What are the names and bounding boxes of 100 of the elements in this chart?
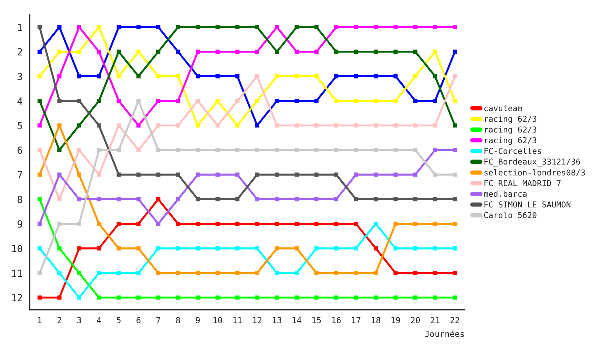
legend-label: selection-londres08/3 xyxy=(484,170,586,176)
point xyxy=(196,172,200,177)
point xyxy=(394,74,398,79)
point xyxy=(236,74,240,79)
point xyxy=(58,222,62,226)
point xyxy=(275,148,280,152)
point xyxy=(294,296,300,300)
point xyxy=(413,74,418,79)
point xyxy=(413,197,418,202)
point xyxy=(275,25,280,30)
point xyxy=(236,148,240,152)
point xyxy=(314,25,319,30)
point xyxy=(255,25,260,30)
point xyxy=(453,74,458,79)
point xyxy=(453,222,458,226)
point xyxy=(176,296,180,300)
point xyxy=(38,50,42,54)
x-tick-label: 22 xyxy=(450,317,460,324)
point xyxy=(116,197,122,202)
legend-label: FC REAL MADRID 7 xyxy=(484,180,561,186)
point xyxy=(97,50,102,54)
point xyxy=(116,271,122,276)
point xyxy=(413,25,418,30)
point xyxy=(354,99,358,104)
point xyxy=(255,197,260,202)
point xyxy=(216,246,220,251)
point xyxy=(77,246,82,251)
point xyxy=(116,148,122,152)
point xyxy=(334,172,339,177)
point xyxy=(116,172,122,177)
point xyxy=(314,296,319,300)
point xyxy=(196,124,200,128)
point xyxy=(58,172,62,177)
point xyxy=(116,25,122,30)
point xyxy=(196,148,200,152)
point xyxy=(58,197,62,202)
point xyxy=(58,148,62,152)
point xyxy=(136,271,141,276)
point xyxy=(216,197,220,202)
point xyxy=(255,74,260,79)
point xyxy=(216,271,220,276)
point xyxy=(97,222,102,226)
point xyxy=(196,222,200,226)
point xyxy=(196,296,200,300)
point xyxy=(413,50,418,54)
point xyxy=(58,246,62,251)
point xyxy=(314,74,319,79)
point xyxy=(97,74,102,79)
point xyxy=(334,222,339,226)
point xyxy=(453,172,458,177)
point xyxy=(275,99,280,104)
point xyxy=(275,172,280,177)
point xyxy=(136,99,141,104)
x-tick-label: 14 xyxy=(292,317,302,324)
legend-label: Carolo 5620 xyxy=(484,212,537,218)
point xyxy=(156,246,161,251)
point xyxy=(176,172,180,177)
point xyxy=(275,124,280,128)
y-tick-label: 6 xyxy=(18,146,22,154)
point xyxy=(38,74,42,79)
point xyxy=(77,271,82,276)
point xyxy=(58,271,62,276)
legend-label: FC SIMON LE SAUMON xyxy=(484,202,571,208)
legend-label: FC_Bordeaux_33121/36 xyxy=(484,158,580,167)
point xyxy=(196,197,200,202)
point xyxy=(38,172,42,177)
point xyxy=(294,197,300,202)
point xyxy=(453,246,458,251)
point xyxy=(156,296,161,300)
point xyxy=(334,246,339,251)
point xyxy=(97,197,102,202)
point xyxy=(334,25,339,30)
point xyxy=(136,172,141,177)
point xyxy=(394,222,398,226)
point xyxy=(176,50,180,54)
point xyxy=(38,271,42,276)
point xyxy=(255,124,260,128)
point xyxy=(176,148,180,152)
point xyxy=(433,124,438,128)
point xyxy=(275,296,280,300)
point xyxy=(97,246,102,251)
point xyxy=(216,148,220,152)
point xyxy=(394,197,398,202)
legend-label: racing 62/3 xyxy=(485,137,537,146)
point xyxy=(354,246,358,251)
point xyxy=(354,74,358,79)
point xyxy=(394,25,398,30)
point xyxy=(314,99,319,104)
point xyxy=(255,148,260,152)
x-tick-label: 9 xyxy=(196,317,200,324)
point xyxy=(374,197,378,202)
point xyxy=(176,74,180,79)
point xyxy=(275,222,280,226)
point xyxy=(38,99,42,104)
point xyxy=(236,172,240,177)
point xyxy=(116,222,122,226)
x-tick-label: 2 xyxy=(58,317,62,324)
x-tick-label: 6 xyxy=(136,317,141,324)
point xyxy=(156,50,161,54)
point xyxy=(413,99,418,104)
